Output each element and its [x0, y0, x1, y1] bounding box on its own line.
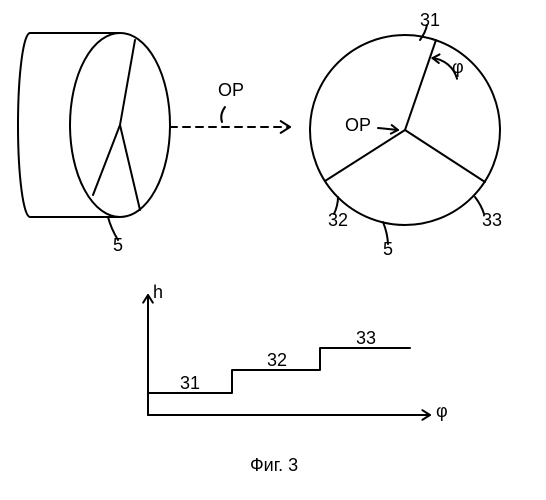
circ-label-33: 33	[482, 210, 502, 231]
chart-label-32: 32	[267, 350, 287, 371]
circ-label-32: 32	[328, 210, 348, 231]
cyl-label-op: OP	[218, 80, 244, 101]
circ-label-5: 5	[383, 239, 393, 260]
chart-label-33: 33	[356, 328, 376, 349]
circ-label-phi: φ	[452, 57, 464, 78]
chart-label-h: h	[153, 282, 163, 303]
circ-label-31: 31	[420, 10, 440, 31]
circ-label-op: OP	[345, 115, 371, 136]
chart-label-31: 31	[180, 373, 200, 394]
cyl-label-5: 5	[113, 235, 123, 256]
chart-label-phi: φ	[436, 401, 448, 422]
figure-caption: Фиг. 3	[250, 455, 298, 476]
